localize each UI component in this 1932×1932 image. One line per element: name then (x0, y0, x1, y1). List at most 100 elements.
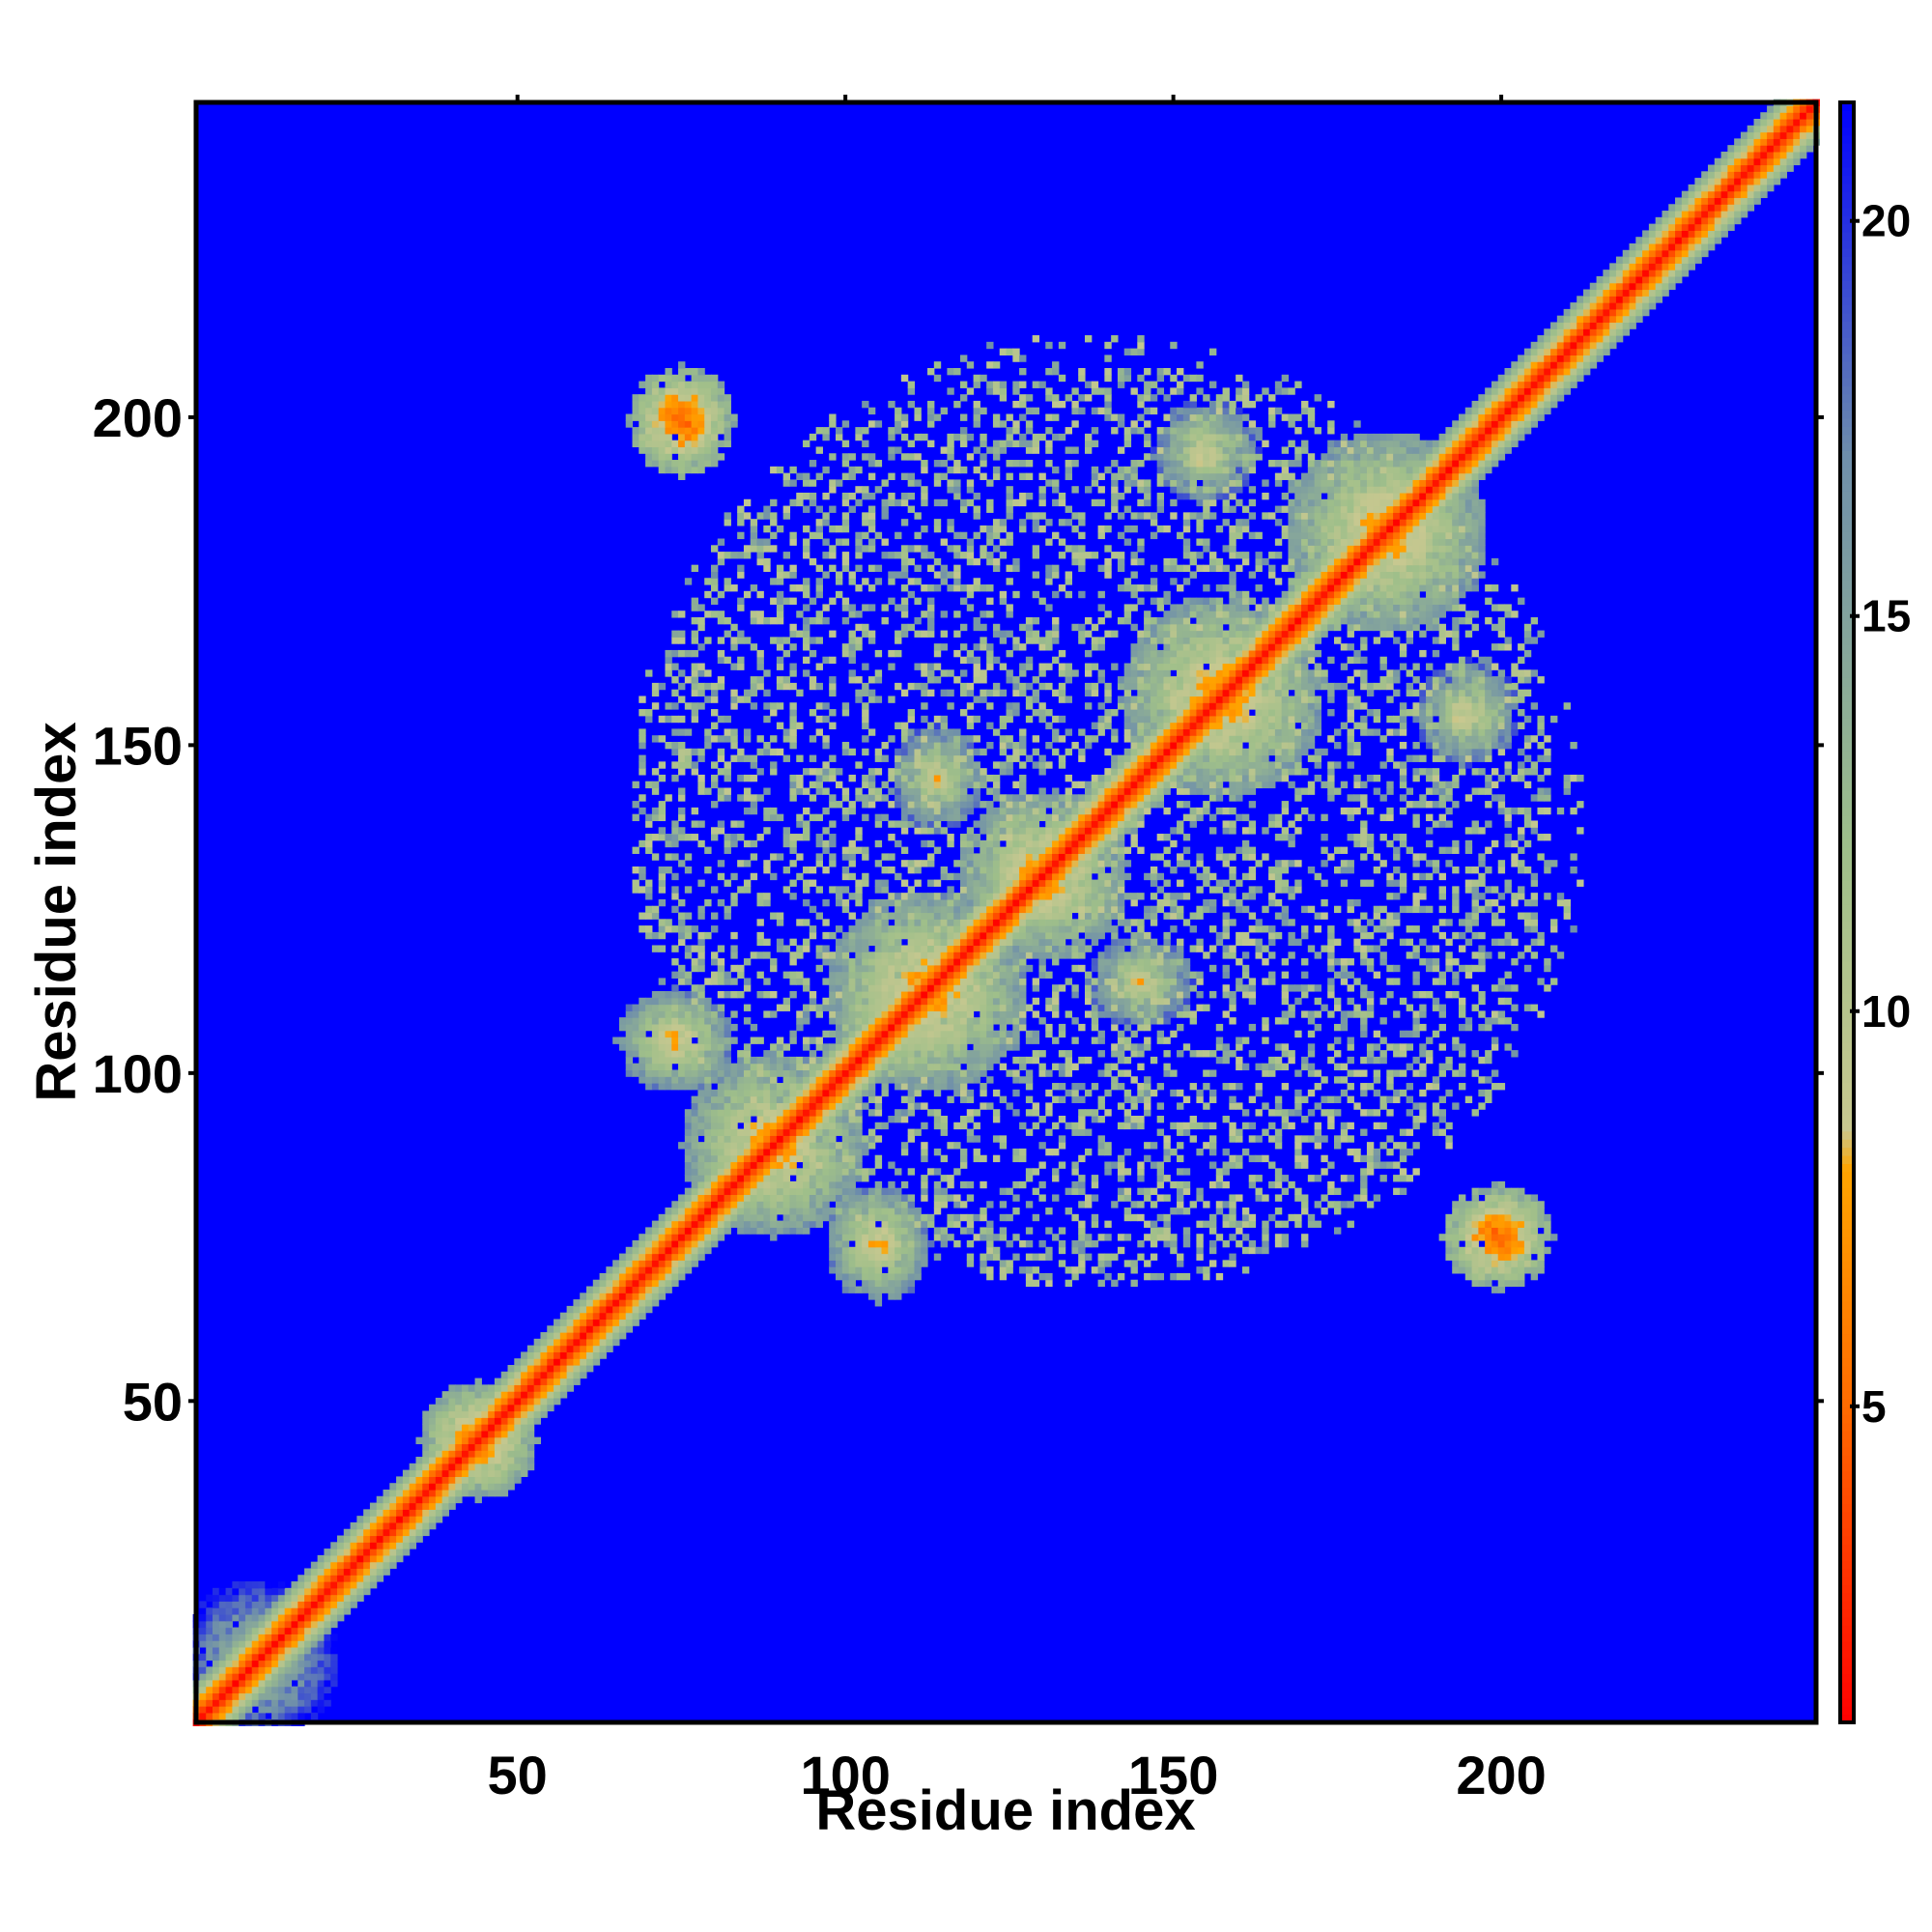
heatmap-cell (1032, 978, 1040, 985)
heatmap-cell (822, 1043, 830, 1051)
heatmap-cell (1412, 1102, 1420, 1110)
heatmap-cell (933, 1180, 942, 1189)
heatmap-cell (835, 1076, 843, 1084)
heatmap-cell (678, 1023, 686, 1032)
heatmap-cell (867, 1266, 876, 1274)
heatmap-cell (803, 978, 810, 985)
heatmap-cell (737, 1175, 745, 1182)
heatmap-cell (1045, 1030, 1053, 1038)
heatmap-cell (350, 1587, 357, 1596)
heatmap-cell (678, 1069, 686, 1077)
heatmap-cell (1123, 1023, 1132, 1032)
heatmap-cell (251, 1666, 260, 1674)
heatmap-cell (848, 1266, 856, 1274)
heatmap-cell (763, 1083, 771, 1091)
heatmap-cell (1104, 1010, 1112, 1018)
heatmap-cell (895, 1266, 902, 1274)
heatmap-cell (1025, 1227, 1034, 1235)
heatmap-cell (697, 1220, 705, 1228)
heatmap-cell (206, 1706, 213, 1714)
heatmap-cell (1255, 1187, 1263, 1196)
heatmap-cell (665, 1234, 672, 1241)
heatmap-cell (855, 971, 863, 979)
heatmap-cell (717, 1234, 725, 1241)
heatmap-cell (533, 1436, 542, 1445)
heatmap-cell (514, 1358, 522, 1366)
heatmap-cell (770, 1220, 778, 1228)
heatmap-cell (1150, 1201, 1158, 1208)
heatmap-cell (1236, 938, 1243, 947)
heatmap-cell (324, 1679, 331, 1688)
heatmap-cell (1471, 1004, 1479, 1011)
heatmap-cell (1137, 1095, 1145, 1103)
heatmap-cell (907, 1194, 916, 1202)
heatmap-cell (1104, 1089, 1112, 1097)
heatmap-cell (907, 1279, 916, 1288)
heatmap-cell (317, 1666, 325, 1674)
heatmap-cell (848, 1095, 856, 1103)
heatmap-cell (743, 1095, 752, 1103)
heatmap-cell (1071, 984, 1079, 992)
heatmap-cell (1478, 931, 1486, 940)
heatmap-cell (277, 1634, 286, 1641)
heatmap-cell (258, 1660, 266, 1667)
heatmap-cell (625, 1023, 634, 1032)
heatmap-cell (697, 1253, 705, 1261)
heatmap-cell (1038, 1272, 1046, 1281)
heatmap-cell (239, 1673, 246, 1681)
heatmap-cell (841, 978, 850, 985)
heatmap-cell (966, 1260, 975, 1267)
heatmap-cell (933, 971, 942, 979)
heatmap-cell (980, 1037, 987, 1044)
heatmap-cell (1084, 945, 1093, 952)
heatmap-cell (651, 1037, 660, 1044)
heatmap-cell (776, 1180, 784, 1189)
heatmap-cell (521, 1404, 528, 1412)
heatmap-cell (461, 1463, 469, 1471)
heatmap-cell (1032, 1279, 1040, 1288)
heatmap-cell (953, 1201, 961, 1208)
heatmap-cell (1071, 1187, 1079, 1196)
heatmap-cell (422, 1463, 430, 1471)
heatmap-cell (881, 938, 889, 947)
heatmap-cell (940, 1115, 948, 1123)
heatmap-cell (1452, 1220, 1460, 1228)
heatmap-cell (1485, 1089, 1492, 1097)
heatmap-cell (888, 1180, 895, 1189)
heatmap-cell (770, 1083, 778, 1091)
heatmap-cell (625, 1299, 634, 1307)
heatmap-cell (1314, 984, 1321, 992)
heatmap-cell (1523, 945, 1532, 952)
heatmap-cell (1314, 952, 1321, 959)
heatmap-cell (1366, 1148, 1375, 1156)
heatmap-cell (697, 1180, 705, 1189)
heatmap-cell (488, 1476, 496, 1484)
heatmap-cell (867, 1037, 876, 1044)
heatmap-cell (980, 945, 987, 952)
heatmap-cell (1478, 1089, 1486, 1097)
heatmap-cell (750, 1109, 758, 1117)
heatmap-cell (429, 1450, 437, 1458)
heatmap-cell (1208, 1213, 1217, 1222)
heatmap-cell (1104, 997, 1112, 1006)
heatmap-cell (980, 1043, 987, 1051)
heatmap-cell (835, 1168, 843, 1176)
heatmap-cell (1123, 1004, 1132, 1011)
heatmap-cell (940, 925, 948, 933)
heatmap-cell (298, 1653, 305, 1662)
heatmap-cell (1045, 1227, 1053, 1235)
heatmap-cell (691, 1095, 698, 1103)
heatmap-cell (756, 1148, 764, 1156)
heatmap-cell (1419, 938, 1427, 947)
heatmap-cell (304, 1620, 312, 1629)
heatmap-cell (973, 1030, 980, 1038)
heatmap-cell (770, 1213, 778, 1222)
heatmap-cell (710, 1050, 719, 1058)
heatmap-cell (1445, 1135, 1453, 1143)
heatmap-cell (1196, 1239, 1204, 1248)
heatmap-cell (1111, 945, 1119, 952)
heatmap-cell (770, 1194, 778, 1202)
heatmap-cell (848, 978, 856, 985)
heatmap-cell (612, 1332, 620, 1340)
heatmap-cell (1084, 1148, 1093, 1156)
